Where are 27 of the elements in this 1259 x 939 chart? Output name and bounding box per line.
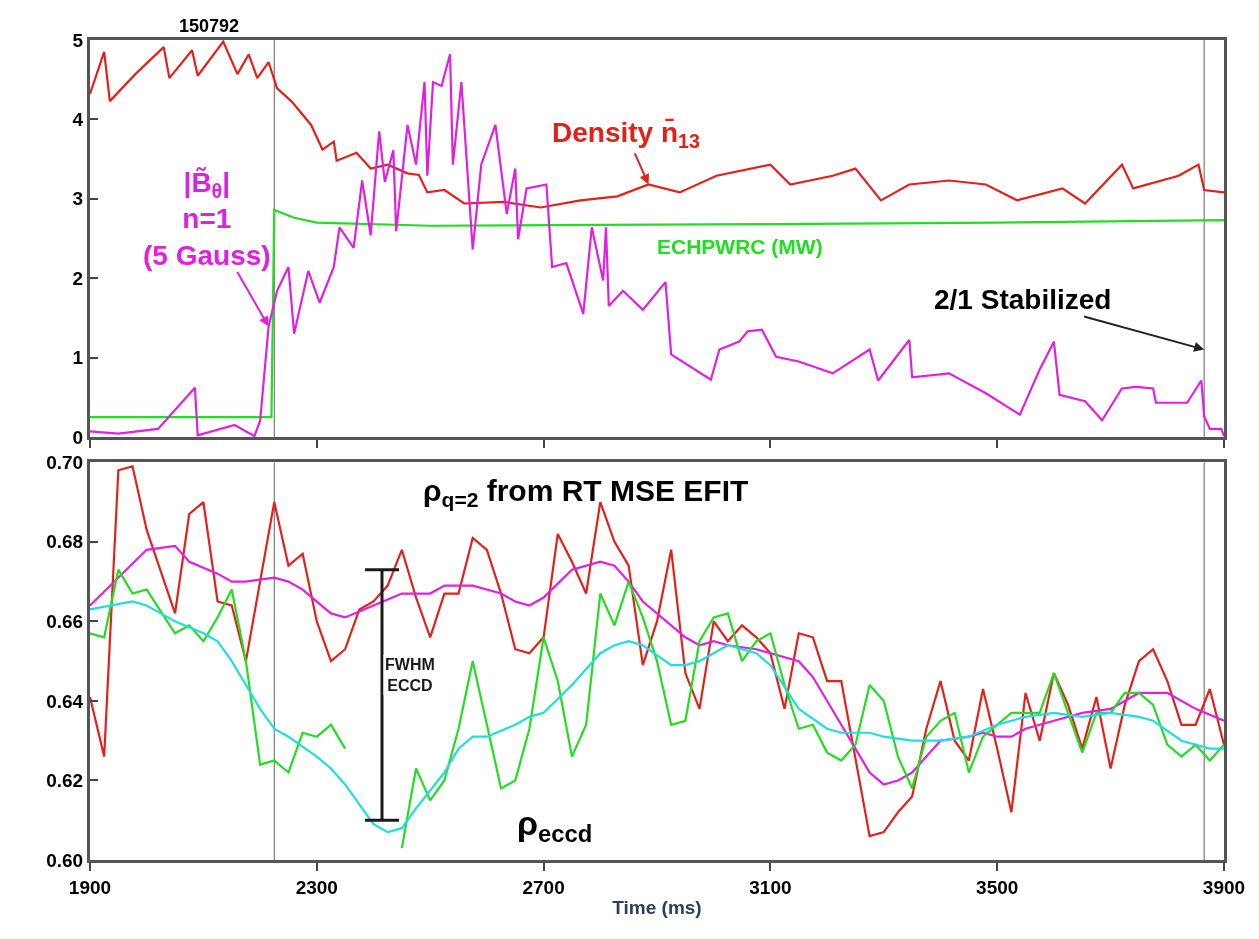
y-tick-label: 5: [72, 29, 84, 51]
y-tick-label: 0: [72, 426, 84, 448]
y-tick-label: 2: [72, 267, 84, 289]
text: 150792: [179, 16, 240, 36]
y-tick-label: 0.68: [46, 531, 84, 553]
y-tick-label: 3: [72, 188, 84, 210]
y-tick-label: 4: [72, 109, 84, 131]
series-label: FWHM ECCD: [385, 656, 435, 694]
x-tick-label: 3500: [976, 876, 1019, 898]
y-tick-label: 0.66: [46, 611, 84, 633]
series-label: Density n̄$_{13}$: [552, 117, 700, 152]
x-tick-label: 3100: [749, 876, 792, 898]
y-tick-label: 0.60: [46, 849, 84, 871]
annotation: ρ$_{eccd}$: [517, 804, 593, 848]
x-tick-label: 2300: [295, 876, 338, 898]
x-axis-title: Time (ms): [612, 896, 702, 918]
annotation: ρ$_{q=2}$ from RT MSE EFIT: [423, 474, 749, 512]
annotation: 2/1 Stabilized: [934, 284, 1112, 315]
x-tick-label: 1900: [68, 876, 112, 898]
y-tick-label: 1: [72, 347, 84, 369]
y-tick-label: 0.62: [46, 770, 84, 792]
series-label: ECHPWRC (MW): [657, 235, 823, 258]
y-tick-label: 0.70: [46, 451, 84, 473]
x-tick-label: 3900: [1202, 876, 1246, 898]
y-tick-label: 0.64: [46, 690, 84, 712]
series-label: |B̃$_{θ}$| n=1 (5 Gauss): [143, 167, 271, 271]
x-tick-label: 2700: [522, 876, 565, 898]
